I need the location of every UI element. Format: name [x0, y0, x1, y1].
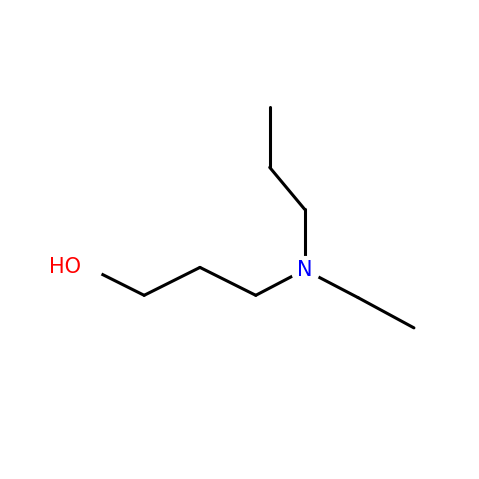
Text: N: N: [297, 260, 312, 280]
Text: HO: HO: [49, 257, 81, 277]
